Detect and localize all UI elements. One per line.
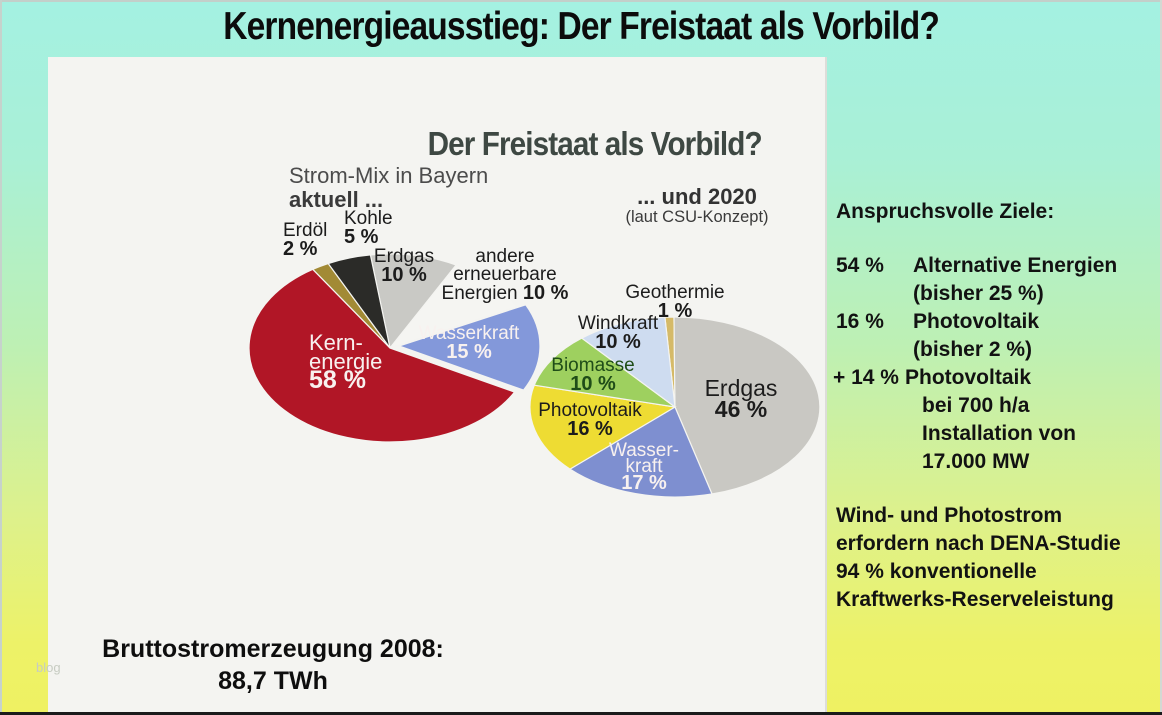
dena-note-line: Kraftwerks-Reserveleistung <box>836 588 1114 611</box>
screen-edge-top <box>0 0 1162 2</box>
goal-detail: Installation von <box>922 422 1077 445</box>
label-erdgas-2020: Erdgas 46 % <box>696 377 786 422</box>
label-andere-line1: andere <box>475 246 535 267</box>
dena-note: Wind- und Photostrom erfordern nach DENA… <box>836 502 1158 614</box>
dena-note-line: 94 % konventionelle <box>836 560 1037 583</box>
goal-detail: 17.000 MW <box>922 450 1030 473</box>
screen-edge-bottom <box>0 712 1162 715</box>
label-kohle: Kohle 5 % <box>344 209 406 247</box>
label-erdoel: Erdöl 2 % <box>283 221 343 259</box>
goal-photovoltaik-plus: + 14 % Photovoltaik <box>833 364 1158 392</box>
label-windkraft: Windkraft 10 % <box>568 314 668 352</box>
goal-alternative-energien: 54 % Alternative Energien (bisher 25 %) <box>836 252 1158 308</box>
goal-text-sub: (bisher 2 %) <box>913 338 1033 361</box>
dena-note-line: erfordern nach DENA-Studie <box>836 532 1121 555</box>
label-wasserkraft-2020: Wasser- kraft 17 % <box>608 441 680 494</box>
label-kohle-name: Kohle <box>344 208 393 229</box>
footer-production: Bruttostromerzeugung 2008: 88,7 TWh <box>48 633 498 697</box>
chart-title-text: Der Freistaat als Vorbild? <box>427 125 763 162</box>
goal-photovoltaik: 16 % Photovoltaik (bisher 2 %) <box>836 308 1158 364</box>
goal-text-sub: (bisher 25 %) <box>913 282 1044 305</box>
label-kohle-pct: 5 % <box>344 226 379 248</box>
label-geothermie-name: Geothermie <box>625 282 725 303</box>
label-biomasse: Biomasse 10 % <box>543 356 643 394</box>
label-photovoltaik: Photovoltaik 16 % <box>530 401 650 439</box>
label-erdgas-pct: 10 % <box>381 264 427 286</box>
goal-text: Photovoltaik (bisher 2 %) <box>913 308 1039 364</box>
label-wasserkraft-aktuell: Wasserkraft 15 % <box>410 324 528 362</box>
screen-edge-left <box>0 0 2 715</box>
dena-note-line: Wind- und Photostrom <box>836 504 1063 527</box>
footer-line1: Bruttostromerzeugung 2008: <box>102 635 444 663</box>
goal-text-main: Photovoltaik <box>905 366 1032 389</box>
label-erdoel-pct: 2 % <box>283 238 318 260</box>
goal-text-main: Photovoltaik <box>913 310 1040 333</box>
label-photovoltaik-pct: 16 % <box>567 418 613 440</box>
goal-text-main: Alternative Energien <box>913 254 1118 277</box>
goals-heading: Anspruchsvolle Ziele: <box>836 200 1055 223</box>
label-geothermie: Geothermie 1 % <box>615 283 735 321</box>
label-andere-pct: 10 % <box>522 282 569 304</box>
slide-title: Kernenergieausstieg: Der Freistaat als V… <box>0 5 1162 49</box>
goals-panel: Anspruchsvolle Ziele: 54 % Alternative E… <box>833 198 1158 614</box>
slide-title-text: Kernenergieausstieg: Der Freistaat als V… <box>223 5 940 48</box>
blog-watermark: blog <box>36 660 61 675</box>
screen-edge-right <box>1160 0 1162 715</box>
label-geothermie-pct: 1 % <box>657 300 693 322</box>
label-erdgas2020-pct: 46 % <box>714 396 768 422</box>
left-pie-caption-line1: Strom-Mix in Bayern <box>289 163 489 188</box>
goal-lead: 16 % <box>836 310 884 333</box>
label-kernenergie-pct: 58 % <box>309 366 366 394</box>
right-pie-caption-line2: (laut CSU-Konzept) <box>625 208 769 226</box>
label-wasserkraft-pct: 15 % <box>446 341 492 363</box>
chart-title: Der Freistaat als Vorbild? <box>395 125 795 163</box>
goal-lead: + 14 % <box>833 366 899 389</box>
label-erdoel-name: Erdöl <box>283 220 328 241</box>
footer-line2: 88,7 TWh <box>218 667 328 695</box>
goal-lead: 54 % <box>836 254 884 277</box>
left-pie-caption-line2: aktuell ... <box>289 187 384 212</box>
label-wasserkraft2020-pct: 17 % <box>621 472 667 494</box>
label-windkraft-pct: 10 % <box>595 331 641 353</box>
label-andere-line3: Energien <box>441 283 518 304</box>
right-pie-caption-line1: ... und 2020 <box>637 184 757 209</box>
label-biomasse-pct: 10 % <box>570 373 616 395</box>
goal-detail: bei 700 h/a <box>922 394 1030 417</box>
label-andere-erneuerbare: andere erneuerbare Energien 10 % <box>430 246 580 304</box>
goal-text: Alternative Energien (bisher 25 %) <box>913 252 1117 308</box>
label-kernenergie: Kern- energie 58 % <box>309 332 419 393</box>
